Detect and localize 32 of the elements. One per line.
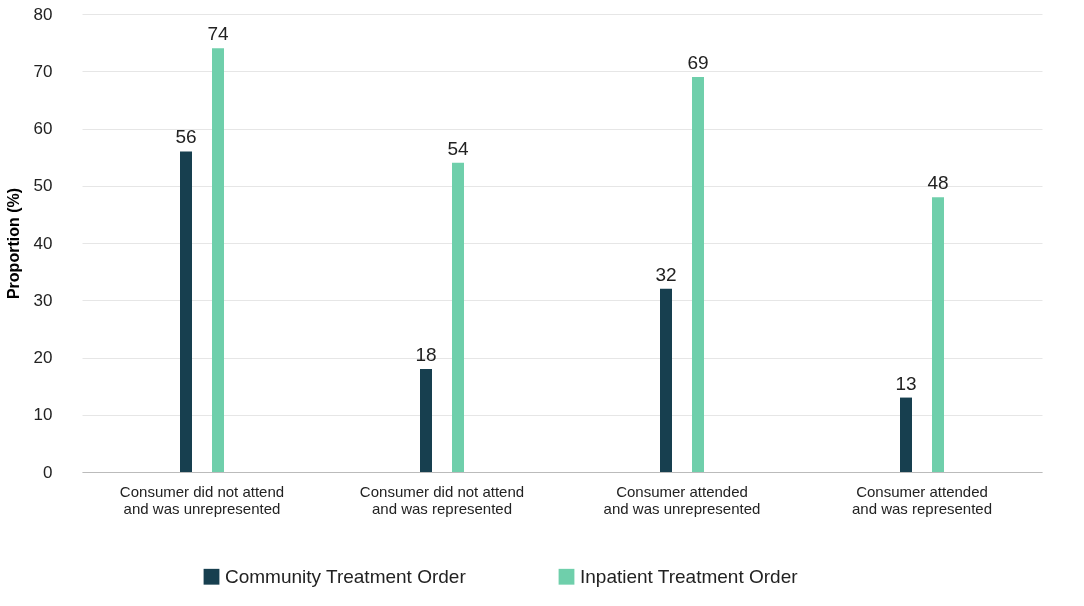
x-tick-label: Consumer did not attend and was represented [359,482,525,517]
bar [692,76,704,472]
y-tick-label: 0 [43,462,53,482]
legend-label: Inpatient Treatment Order [580,565,799,587]
bar [900,397,912,472]
y-tick-label: 40 [33,233,53,253]
bar [452,162,464,472]
x-tick-label: Consumer attended and was represented [851,482,993,517]
data-label: 13 [895,372,917,394]
bar [932,197,944,472]
data-label: 74 [207,23,229,45]
y-tick-label: 50 [33,176,53,196]
y-tick-label: 80 [33,4,53,24]
x-tick-label: Consumer attended and was unrepresented [603,482,761,517]
data-label: 54 [447,137,469,159]
data-label: 18 [415,343,437,365]
data-label: 69 [687,51,709,73]
x-tick-label: Consumer did not attend and was unrepresented [119,482,285,517]
y-tick-label: 20 [33,348,53,367]
legend-label: Community Treatment Order [225,565,467,587]
data-label: 48 [927,172,949,194]
bar [180,151,192,472]
y-tick-label: 70 [33,61,53,81]
y-tick-label: 60 [33,119,53,138]
data-label: 32 [655,263,677,285]
bar [420,368,432,472]
y-tick-label: 10 [33,405,53,425]
bar [212,48,224,472]
data-label: 56 [175,126,197,148]
y-tick-label: 30 [33,290,53,310]
y-axis-title: Proportion (%) [4,187,22,300]
bar [660,288,672,472]
